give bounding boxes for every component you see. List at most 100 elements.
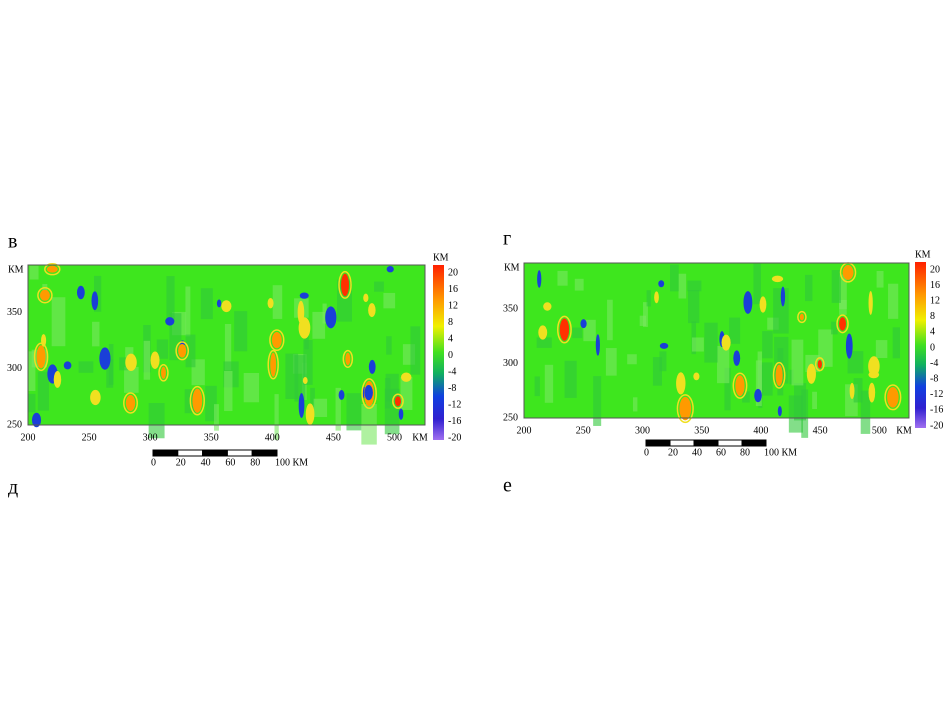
texture	[124, 366, 139, 393]
anomaly	[46, 265, 58, 273]
colorbar-tick-label: 12	[448, 300, 458, 311]
texture	[303, 340, 313, 385]
anomaly	[868, 356, 880, 377]
anomaly	[754, 388, 762, 403]
anomaly-rim	[814, 357, 825, 372]
anomaly	[658, 280, 665, 288]
scale-bar-label: 80	[740, 447, 750, 458]
texture	[729, 317, 741, 344]
texture	[704, 322, 718, 363]
x-tick-label: 200	[21, 432, 36, 443]
texture	[892, 327, 901, 359]
anomaly	[125, 353, 137, 372]
scale-bar-label: 60	[225, 457, 235, 468]
heatmap	[524, 262, 909, 438]
colorbar-tick-label: 20	[448, 267, 458, 278]
texture	[688, 289, 700, 324]
texture	[557, 270, 568, 286]
texture	[272, 285, 283, 319]
texture	[37, 371, 49, 411]
texture	[888, 283, 899, 319]
texture	[791, 339, 804, 386]
map-frame	[523, 262, 910, 419]
texture	[876, 270, 884, 288]
x-tick-label: 400	[753, 425, 768, 436]
colorbar-tick-label: 12	[930, 295, 940, 306]
anomaly	[868, 370, 880, 379]
anomaly	[759, 296, 767, 313]
anomaly	[216, 299, 222, 308]
colorbar-unit: КМ	[433, 252, 449, 263]
anomaly-rim	[33, 342, 49, 372]
colorbar-tick-label: 0	[448, 350, 453, 361]
texture	[659, 351, 667, 372]
texture	[717, 345, 730, 384]
texture	[860, 390, 871, 434]
texture	[762, 331, 773, 359]
anomaly	[270, 352, 277, 377]
texture	[346, 393, 362, 431]
texture	[632, 397, 638, 412]
texture	[544, 364, 554, 403]
y-tick-label: 350	[503, 304, 518, 315]
x-tick-label: 250	[576, 425, 591, 436]
texture	[536, 337, 552, 348]
anomaly	[298, 393, 305, 418]
texture	[234, 311, 248, 352]
anomaly	[743, 291, 753, 314]
colorbar	[915, 262, 926, 428]
anomaly	[39, 289, 50, 301]
texture	[831, 270, 841, 303]
anomaly	[363, 293, 369, 303]
anomaly-rim	[44, 263, 61, 276]
y-tick-label: 250	[503, 412, 518, 423]
colorbar-tick-label: 4	[930, 327, 935, 338]
x-unit: КМ	[412, 432, 428, 443]
anomaly	[221, 300, 232, 313]
texture	[383, 292, 396, 309]
texture	[92, 321, 100, 347]
anomaly	[839, 317, 847, 331]
anomaly	[849, 382, 855, 399]
scale-bar-label: 100 КМ	[764, 447, 797, 458]
texture	[386, 336, 392, 355]
texture	[166, 276, 175, 322]
anomaly	[178, 343, 187, 358]
x-tick-label: 450	[326, 432, 341, 443]
anomaly	[777, 405, 782, 417]
texture	[185, 334, 196, 368]
texture	[724, 367, 731, 411]
anomaly	[887, 386, 899, 408]
scale-bar-label: 0	[151, 457, 156, 468]
colorbar-tick-label: 20	[930, 264, 940, 275]
scale-bar-segment	[717, 439, 743, 447]
anomaly	[537, 270, 542, 288]
anomaly	[721, 334, 731, 351]
texture	[29, 265, 39, 280]
anomaly	[868, 382, 876, 403]
texture	[572, 327, 583, 339]
anomaly	[799, 313, 804, 321]
scale-bar-segment	[669, 439, 695, 447]
texture	[652, 357, 663, 386]
texture	[200, 288, 213, 320]
texture	[374, 281, 384, 292]
texture	[294, 355, 306, 402]
texture	[224, 324, 232, 371]
colorbar-tick-label: 16	[448, 284, 458, 295]
x-tick-label: 300	[143, 432, 158, 443]
anomaly-rim	[267, 349, 279, 380]
anomaly-rim	[269, 329, 285, 351]
y-tick-label: 300	[503, 358, 518, 369]
anomaly	[842, 265, 854, 280]
anomaly	[559, 318, 570, 341]
scale-bar-segment	[226, 449, 253, 457]
colorbar-tick-label: 4	[448, 333, 453, 344]
scale-bar-segment	[693, 439, 719, 447]
texture	[691, 337, 704, 352]
anomaly	[345, 352, 351, 366]
anomaly-rim	[884, 384, 902, 411]
anomaly	[654, 291, 659, 304]
texture	[312, 311, 326, 339]
colorbar-tick-label: 8	[930, 311, 935, 322]
